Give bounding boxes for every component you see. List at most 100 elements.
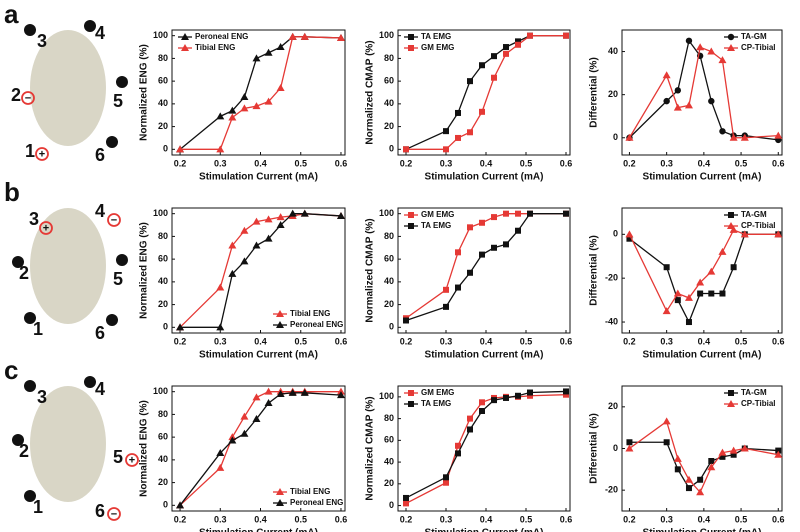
series-line bbox=[405, 35, 566, 150]
x-tick-label: 0.4 bbox=[480, 158, 493, 168]
data-point bbox=[491, 74, 497, 81]
data-point bbox=[443, 474, 449, 481]
legend-label: TA EMG bbox=[421, 32, 451, 41]
legend-marker bbox=[727, 33, 735, 41]
data-point bbox=[707, 267, 716, 275]
y-axis-label: Differential (%) bbox=[589, 413, 600, 484]
x-tick-label: 0.2 bbox=[623, 336, 636, 346]
x-tick-label: 0.6 bbox=[560, 158, 573, 168]
data-point bbox=[467, 426, 473, 433]
data-point bbox=[729, 225, 738, 233]
data-point bbox=[527, 389, 533, 396]
electrode-label: 5 bbox=[113, 91, 123, 111]
y-axis-label: Differential (%) bbox=[589, 57, 600, 128]
y-tick-label: 0 bbox=[163, 322, 168, 332]
data-point bbox=[708, 458, 715, 464]
legend-label: CP-Tibial bbox=[741, 43, 776, 52]
data-point bbox=[264, 97, 273, 105]
data-point bbox=[252, 102, 261, 110]
x-axis-label: Stimulation Current (mA) bbox=[199, 172, 318, 183]
data-point bbox=[503, 50, 509, 57]
legend-marker bbox=[408, 45, 414, 51]
electrode-label: 3 bbox=[37, 31, 47, 51]
data-point bbox=[662, 307, 671, 315]
y-tick-label: 60 bbox=[384, 435, 394, 445]
data-point bbox=[479, 108, 485, 115]
x-tick-label: 0.5 bbox=[520, 158, 533, 168]
data-point bbox=[252, 414, 261, 422]
x-tick-label: 0.2 bbox=[400, 514, 413, 524]
data-point bbox=[673, 289, 682, 297]
series-line bbox=[406, 35, 566, 150]
x-tick-label: 0.6 bbox=[560, 514, 573, 524]
legend-label: Tibial ENG bbox=[290, 487, 330, 496]
x-axis-label: Stimulation Current (mA) bbox=[199, 528, 318, 532]
legend-label: GM EMG bbox=[421, 210, 454, 219]
data-point bbox=[719, 453, 726, 460]
legend-marker bbox=[727, 44, 735, 51]
legend-label: Tibial ENG bbox=[195, 43, 235, 52]
data-point bbox=[240, 429, 249, 437]
y-tick-label: 0 bbox=[613, 229, 618, 239]
y-tick-label: 40 bbox=[608, 46, 618, 56]
x-tick-label: 0.6 bbox=[335, 514, 348, 524]
y-tick-label: 20 bbox=[158, 121, 168, 131]
electrode-polarity: − bbox=[111, 508, 117, 520]
data-point bbox=[775, 447, 782, 454]
data-point bbox=[515, 38, 521, 45]
y-tick-label: 80 bbox=[158, 231, 168, 241]
data-point bbox=[240, 412, 249, 420]
electrode-label: 6 bbox=[95, 145, 105, 165]
legend-marker bbox=[727, 222, 735, 229]
x-tick-label: 0.3 bbox=[440, 158, 453, 168]
x-tick-label: 0.2 bbox=[623, 158, 636, 168]
data-point bbox=[276, 221, 285, 229]
y-tick-label: 60 bbox=[158, 432, 168, 442]
data-point bbox=[673, 454, 682, 462]
data-point bbox=[288, 32, 297, 40]
data-point bbox=[403, 494, 409, 501]
legend-marker bbox=[181, 44, 189, 51]
data-point bbox=[626, 439, 633, 446]
x-tick-label: 0.3 bbox=[660, 514, 673, 524]
chart: 0 20 40 60 80 100 0.2 0.3 0.4 0.5 0.6 Stimulation C… bbox=[365, 207, 572, 361]
x-tick-label: 0.6 bbox=[772, 158, 785, 168]
data-point bbox=[697, 290, 704, 297]
plot-frame bbox=[397, 385, 571, 512]
electrode-label: 1 bbox=[25, 141, 35, 161]
y-tick-label: 20 bbox=[608, 89, 618, 99]
plot-frame bbox=[621, 207, 783, 334]
y-tick-label: 100 bbox=[153, 30, 168, 40]
x-tick-label: 0.4 bbox=[254, 336, 267, 346]
x-tick-label: 0.4 bbox=[254, 514, 267, 524]
electrode-polarity: + bbox=[129, 454, 135, 466]
y-tick-label: 60 bbox=[384, 76, 394, 86]
data-point bbox=[662, 417, 671, 425]
data-point bbox=[625, 444, 634, 452]
data-point bbox=[626, 235, 633, 242]
y-axis-label: Normalized ENG (%) bbox=[139, 44, 150, 141]
legend-marker bbox=[276, 310, 284, 317]
data-point bbox=[443, 286, 449, 293]
x-tick-label: 0.6 bbox=[335, 158, 348, 168]
data-point bbox=[729, 133, 738, 141]
data-point bbox=[264, 48, 273, 56]
data-point bbox=[455, 134, 461, 141]
x-tick-label: 0.3 bbox=[440, 336, 453, 346]
data-point bbox=[563, 388, 569, 395]
chart: 0 20 40 60 80 100 0.2 0.3 0.4 0.5 0.6 Stimulation C… bbox=[139, 385, 348, 532]
data-point bbox=[730, 264, 737, 271]
data-point bbox=[228, 241, 237, 249]
electrode-label: 2 bbox=[19, 263, 29, 283]
electrode-label: 2 bbox=[19, 441, 29, 461]
data-point bbox=[563, 210, 569, 217]
y-tick-label: 40 bbox=[384, 456, 394, 466]
panel-label: b bbox=[4, 177, 20, 207]
data-point bbox=[685, 319, 692, 326]
data-point bbox=[467, 129, 473, 136]
data-point bbox=[479, 251, 485, 258]
polarity-icon bbox=[107, 213, 121, 227]
legend-label: CP-Tibial bbox=[741, 221, 776, 230]
x-tick-label: 0.4 bbox=[480, 336, 493, 346]
legend-label: TA-GM bbox=[741, 210, 767, 219]
